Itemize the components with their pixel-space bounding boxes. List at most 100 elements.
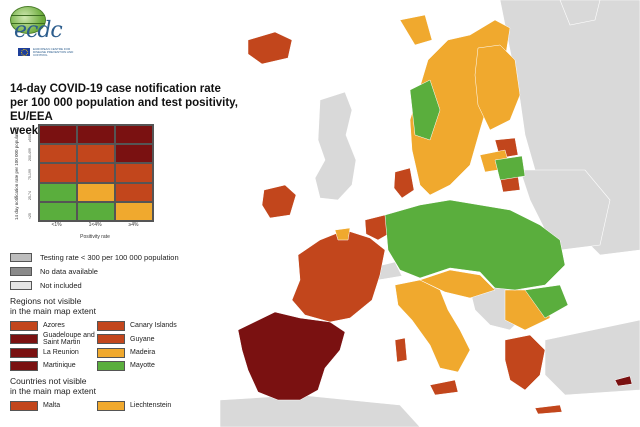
- matrix-x-ticks: <1% 1<4% ≥4%: [38, 222, 152, 228]
- legend-swatch: [97, 360, 125, 371]
- matrix-cell: [115, 182, 153, 202]
- legend-item-label: Canary Islands: [130, 322, 177, 329]
- legend-item-label: Azores: [43, 322, 65, 329]
- region-france: [291, 229, 386, 323]
- legend-item: Martinique: [10, 359, 95, 372]
- swatch-testing: [10, 252, 32, 262]
- matrix-x-tick: 1<4%: [88, 222, 102, 228]
- matrix-cell: [39, 182, 77, 202]
- countries-list: Malta Liechtenstein: [10, 399, 220, 412]
- region-iberia: [237, 311, 346, 401]
- region-estonia-green: [494, 155, 526, 181]
- matrix-cell: [39, 163, 77, 183]
- legend-item: La Reunion: [10, 346, 95, 359]
- globe-icon: [10, 6, 46, 34]
- regions-heading: Regions not visible in the main map exte…: [10, 296, 220, 316]
- matrix-cell: [39, 144, 77, 164]
- region-crete: [534, 404, 563, 415]
- matrix-y-tick: 75-199: [28, 169, 32, 181]
- matrix-y-tick: <25: [28, 212, 32, 219]
- legend-swatch: [10, 334, 38, 344]
- swatch-nodata: [10, 266, 32, 276]
- matrix-cell: [77, 201, 115, 221]
- matrix-y-ticks: ≥500 200-499 75-199 25-74 <25: [28, 124, 38, 224]
- land-africa: [219, 394, 421, 427]
- legend-swatch: [10, 347, 38, 358]
- region-central-europe: [384, 199, 566, 291]
- legend-matrix: 14 day notification rate per 100 000 pop…: [14, 124, 164, 246]
- countries-heading-line-1: Countries not visible: [10, 376, 87, 386]
- legend-item-label: Madeira: [130, 349, 156, 356]
- matrix-cell: [39, 201, 77, 221]
- legend-item: Malta: [10, 399, 95, 412]
- legend-item: Guyane: [97, 332, 212, 346]
- legend-item-label: Liechtenstein: [130, 402, 172, 409]
- region-austria-hungary: [419, 269, 496, 299]
- region-italy: [394, 279, 471, 373]
- region-finland: [474, 44, 521, 131]
- region-sardinia: [394, 337, 408, 363]
- matrix-x-tick: ≥4%: [128, 222, 139, 228]
- legend-testing: Testing rate < 300 per 100 000 populatio…: [10, 250, 220, 264]
- regions-list: Azores Canary Islands Guadeloupe and Saint…: [10, 319, 220, 372]
- matrix-y-tick: 25-74: [28, 190, 32, 200]
- legend-item: Azores: [10, 319, 95, 332]
- matrix-cell: [39, 125, 77, 145]
- region-portugal-edge: [334, 227, 351, 241]
- region-denmark: [393, 167, 415, 199]
- ecdc-logo: ecdc EUROPEAN CENTRE FOR DISEASE PREVENT…: [8, 4, 78, 60]
- land-uk: [314, 91, 357, 201]
- legend-item-label: Guadeloupe and Saint Martin: [43, 332, 95, 346]
- land-greenland-edge: [559, 0, 601, 26]
- map-legend: Testing rate < 300 per 100 000 populatio…: [10, 250, 220, 412]
- matrix-cell: [77, 125, 115, 145]
- matrix-x-axis-label: Positivity rate: [80, 234, 110, 240]
- legend-item: Guadeloupe and Saint Martin: [10, 332, 95, 346]
- matrix-cell: [115, 144, 153, 164]
- matrix-y-axis-label: 14 day notification rate per 100 000 pop…: [14, 127, 19, 221]
- regions-heading-line-1: Regions not visible: [10, 296, 82, 306]
- matrix-cell: [77, 182, 115, 202]
- legend-testing-label: Testing rate < 300 per 100 000 populatio…: [40, 252, 179, 262]
- matrix-x-tick: <1%: [51, 222, 62, 228]
- land-ukraine-belarus: [519, 169, 611, 251]
- legend-notincluded-label: Not included: [40, 280, 82, 290]
- legend-swatch: [97, 320, 125, 331]
- legend-item: Liechtenstein: [97, 399, 212, 412]
- matrix-cell: [77, 163, 115, 183]
- legend-nodata: No data available: [10, 264, 220, 278]
- legend-item-label: Martinique: [43, 362, 76, 369]
- matrix-cell: [77, 144, 115, 164]
- region-sicily: [429, 379, 459, 396]
- title-line-2: per 100 000 population and test positivi…: [10, 97, 238, 123]
- legend-item-label: Mayotte: [130, 362, 155, 369]
- legend-swatch: [97, 400, 125, 411]
- legend-swatch: [10, 320, 38, 331]
- region-ireland: [261, 184, 297, 219]
- logo-subtitle: EUROPEAN CENTRE FOR DISEASE PREVENTION A…: [33, 47, 74, 57]
- legend-nodata-label: No data available: [40, 266, 98, 276]
- title-line-1: 14-day COVID-19 case notification rate: [10, 83, 221, 95]
- legend-swatch: [10, 400, 38, 411]
- region-cyprus: [614, 375, 633, 387]
- matrix-cell: [115, 201, 153, 221]
- legend-item-label: Malta: [43, 402, 61, 409]
- land-turkey: [544, 319, 640, 396]
- region-iceland: [247, 31, 293, 65]
- matrix-grid: [38, 124, 154, 222]
- matrix-cell: [115, 125, 153, 145]
- legend-notincluded: Not included: [10, 278, 220, 292]
- region-north-sweden: [409, 79, 441, 141]
- matrix-cell: [115, 163, 153, 183]
- matrix-y-tick: ≥500: [28, 134, 32, 142]
- legend-swatch: [97, 334, 125, 344]
- countries-heading: Countries not visible in the main map ex…: [10, 376, 220, 396]
- legend-item-label: La Reunion: [43, 349, 79, 356]
- matrix-y-tick: 200-499: [28, 148, 32, 162]
- legend-swatch: [97, 347, 125, 358]
- region-greece: [504, 334, 546, 391]
- region-romania-green: [524, 284, 569, 319]
- countries-heading-line-2: in the main map extent: [10, 386, 96, 396]
